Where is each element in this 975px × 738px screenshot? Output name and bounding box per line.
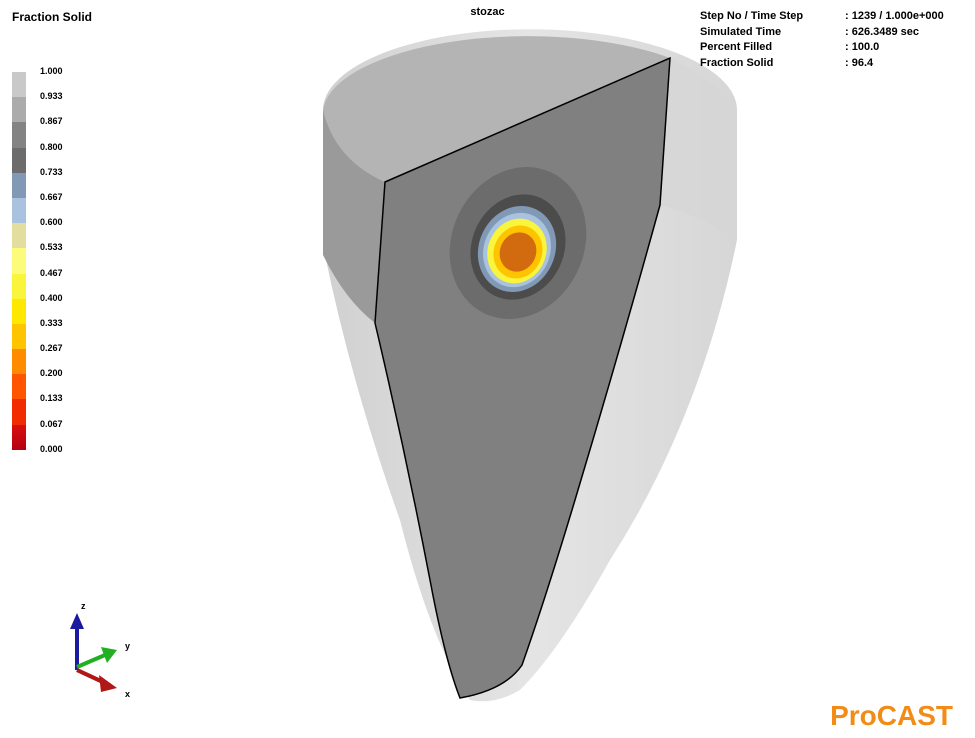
legend-entry: 1.000 xyxy=(12,66,132,98)
legend-swatch xyxy=(12,147,26,173)
legend-entry: 0.733 xyxy=(12,167,132,198)
legend-entry: 0.067 xyxy=(12,419,132,450)
section-face xyxy=(374,56,671,699)
legend-swatch xyxy=(12,424,26,450)
stat-value: : 96.4 xyxy=(845,56,874,69)
legend-entry: 0.400 xyxy=(12,293,132,324)
legend-swatch xyxy=(12,273,26,299)
model-title: stozac xyxy=(470,6,505,18)
legend-label: 0.067 xyxy=(40,418,63,429)
legend-label: 0.667 xyxy=(40,191,63,202)
legend-swatch xyxy=(12,197,26,224)
x-axis-label: x xyxy=(125,689,130,699)
legend-swatch xyxy=(12,172,26,198)
stat-label: Percent Filled xyxy=(700,41,773,53)
stat-value: : 626.3489 sec xyxy=(845,25,920,38)
legend-swatch xyxy=(12,349,26,375)
legend-label: 0.933 xyxy=(40,91,63,102)
y-axis: y xyxy=(76,641,130,669)
legend-entry: 0.133 xyxy=(12,393,132,425)
legend-swatch xyxy=(12,72,26,98)
y-axis-label: y xyxy=(125,641,130,651)
legend-entry: 0.800 xyxy=(12,142,132,173)
legend-label: 0.400 xyxy=(40,292,63,303)
legend-swatch xyxy=(12,399,26,425)
legend-label: 0.867 xyxy=(40,116,63,127)
legend-swatch xyxy=(12,374,26,400)
legend-title: Fraction Solid xyxy=(12,10,93,24)
x-axis: x xyxy=(76,668,130,699)
z-axis-label: z xyxy=(81,601,86,611)
legend-entry: 0.333 xyxy=(12,318,132,350)
cylinder-right xyxy=(660,58,737,240)
legend-entry: 0.867 xyxy=(12,116,132,148)
legend-entry: 0.533 xyxy=(12,242,132,274)
legend-label: 0.733 xyxy=(40,166,63,177)
cylinder-side xyxy=(323,110,385,323)
legend-swatch xyxy=(12,122,26,148)
legend-entry: 0.933 xyxy=(12,91,132,123)
stat-label: Simulated Time xyxy=(700,25,782,38)
legend-entry: 0.267 xyxy=(12,343,132,375)
legend-swatch xyxy=(12,248,26,274)
legend-label: 0.600 xyxy=(40,217,63,228)
legend-swatch xyxy=(12,97,26,123)
axis-triad-icon[interactable]: z y x xyxy=(55,595,145,705)
procast-logo: ProCAST xyxy=(830,700,953,731)
legend-label: 1.000 xyxy=(40,66,63,76)
z-axis: z xyxy=(70,601,86,670)
legend-label: 0.467 xyxy=(40,267,63,278)
legend-entry: 0.467 xyxy=(12,268,132,299)
legend-entry: 0.200 xyxy=(12,368,132,400)
legend-label: 0.200 xyxy=(40,368,63,379)
legend-swatch xyxy=(12,323,26,350)
legend-swatch xyxy=(12,223,26,249)
legend-label: 0.000 xyxy=(40,443,63,454)
stat-label: Fraction Solid xyxy=(700,56,774,69)
fraction-solid-contours xyxy=(449,167,587,319)
cylinder-top-cap xyxy=(323,36,670,183)
stat-value: : 1239 / 1.000e+000 xyxy=(845,10,944,22)
legend-label: 0.133 xyxy=(40,393,63,404)
color-legend: 1.000 0.933 0.867 0.800 0.733 0.667 0.60… xyxy=(12,66,132,454)
stat-value: : 100.0 xyxy=(845,41,880,53)
legend-label: 0.333 xyxy=(40,317,63,328)
legend-swatch xyxy=(12,298,26,324)
stat-label: Step No / Time Step xyxy=(700,10,804,22)
legend-label: 0.533 xyxy=(40,242,63,253)
legend-entry: 0.600 xyxy=(12,217,132,249)
legend-entry: 0.667 xyxy=(12,192,132,224)
legend-label: 0.800 xyxy=(40,141,63,152)
legend-label: 0.267 xyxy=(40,343,63,354)
